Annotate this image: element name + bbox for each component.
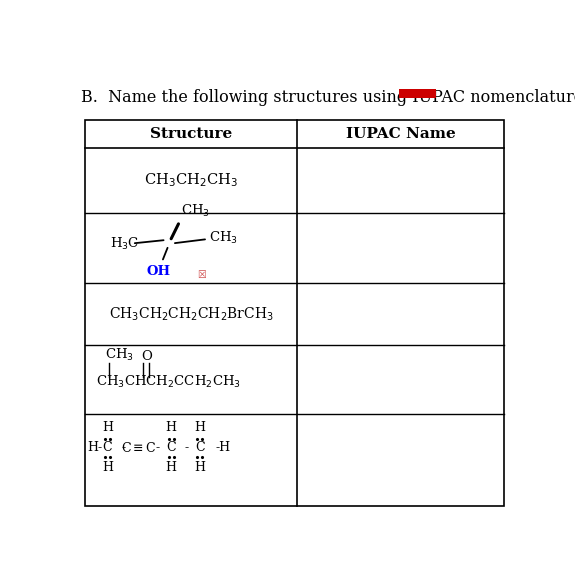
Text: H: H: [102, 421, 113, 435]
Text: CH$_3$: CH$_3$: [105, 347, 134, 363]
Text: CH$_3$CH$_2$CH$_3$: CH$_3$CH$_2$CH$_3$: [144, 172, 238, 189]
Text: C: C: [103, 441, 112, 455]
Text: H: H: [166, 421, 177, 435]
Text: H: H: [194, 421, 205, 435]
Text: CH$_3$CH$_2$CH$_2$CH$_2$BrCH$_3$: CH$_3$CH$_2$CH$_2$CH$_2$BrCH$_3$: [109, 305, 274, 323]
Text: C: C: [195, 441, 205, 455]
Text: -H: -H: [216, 441, 231, 455]
Text: H-: H-: [87, 441, 102, 455]
Bar: [85, 120, 504, 506]
Text: CH$_3$: CH$_3$: [182, 203, 210, 219]
Text: -: -: [156, 441, 160, 455]
Bar: [400, 89, 436, 99]
Text: OH: OH: [147, 265, 171, 278]
Text: CH$_3$: CH$_3$: [209, 230, 238, 246]
Text: -: -: [122, 441, 126, 455]
Text: IUPAC Name: IUPAC Name: [346, 127, 455, 141]
Text: H: H: [102, 461, 113, 474]
Text: C: C: [166, 441, 176, 455]
Text: H$_3$C: H$_3$C: [110, 235, 139, 251]
Text: H: H: [166, 461, 177, 474]
Text: CH$_3$CHCH$_2$CCH$_2$CH$_3$: CH$_3$CHCH$_2$CCH$_2$CH$_3$: [97, 374, 242, 390]
Text: C$\equiv$C: C$\equiv$C: [121, 441, 156, 455]
Text: -: -: [185, 441, 189, 455]
Text: H: H: [194, 461, 205, 474]
Text: O: O: [141, 350, 152, 363]
Text: B.  Name the following structures using IUPAC nomenclature: (: B. Name the following structures using I…: [81, 89, 575, 106]
Text: Structure: Structure: [150, 127, 232, 141]
Text: ☒: ☒: [197, 270, 205, 280]
